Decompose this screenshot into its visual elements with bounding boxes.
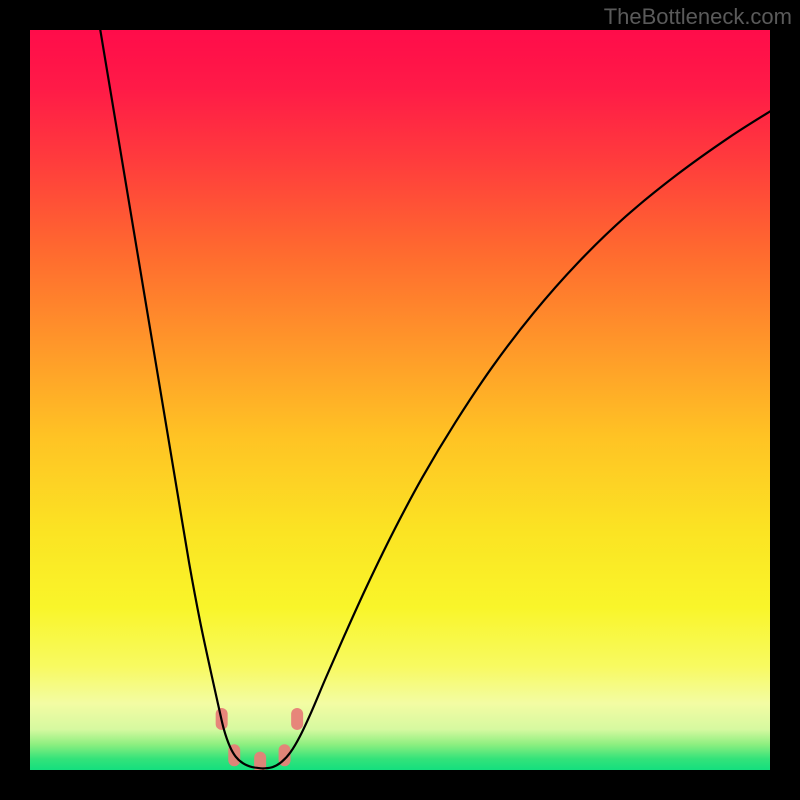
bead-marker xyxy=(291,708,303,730)
chart-canvas: TheBottleneck.com xyxy=(0,0,800,800)
watermark-text: TheBottleneck.com xyxy=(604,4,792,30)
chart-svg xyxy=(0,0,800,800)
gradient-background xyxy=(30,30,770,770)
